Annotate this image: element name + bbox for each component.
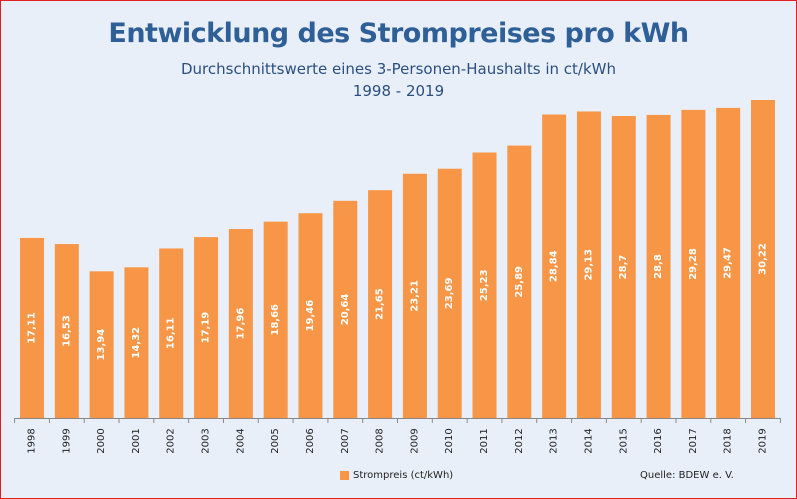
bar-2019 [751, 100, 775, 418]
x-tick-label: 2016 [653, 428, 664, 453]
bar-2012 [507, 145, 532, 419]
x-tick-label: 2000 [96, 428, 107, 453]
bar-1999 [54, 244, 79, 418]
x-tick-label: 2010 [444, 428, 455, 453]
bar-2001 [124, 267, 149, 418]
data-label: 28,8 [653, 254, 664, 279]
bar-2006 [298, 213, 323, 418]
x-tick-label: 1999 [61, 428, 72, 453]
data-label: 25,23 [479, 269, 490, 301]
bar-2016 [646, 114, 671, 419]
bar-2014 [576, 111, 601, 419]
data-label: 17,19 [201, 312, 212, 344]
data-label: 19,46 [305, 300, 316, 332]
legend: Strompreis (ct/kWh) [340, 470, 453, 481]
data-label: 29,13 [583, 249, 594, 281]
x-tick-label: 2018 [723, 428, 734, 453]
data-label: 17,96 [235, 308, 246, 340]
bar-2013 [542, 114, 567, 418]
source-note: Quelle: BDEW e. V. [640, 470, 734, 481]
x-tick-label: 2001 [131, 428, 142, 453]
data-label: 16,11 [166, 317, 177, 349]
x-tick-label: 2007 [340, 428, 351, 453]
x-tick-label: 1998 [27, 428, 38, 453]
bar-2007 [333, 200, 358, 418]
bar-2004 [228, 229, 253, 418]
x-tick-label: 2015 [618, 428, 629, 453]
data-label: 17,11 [27, 312, 38, 344]
chart-title: Entwicklung des Strompreises pro kWh [108, 18, 689, 49]
x-tick-label: 2004 [235, 428, 246, 453]
bar-2011 [472, 152, 497, 418]
bar-2018 [716, 107, 741, 419]
data-label: 21,65 [375, 288, 386, 320]
x-tick-label: 2008 [375, 428, 386, 453]
data-label: 23,69 [444, 278, 455, 310]
x-tick-label: 2014 [583, 428, 594, 453]
data-label: 25,89 [514, 266, 525, 298]
x-tick-label: 2005 [270, 428, 281, 453]
bar-2017 [681, 109, 706, 418]
chart-subtitle: Durchschnittswerte eines 3-Personen-Haus… [180, 60, 616, 78]
x-tick-label: 2011 [479, 428, 490, 453]
bar-2015 [611, 115, 636, 419]
x-tick-label: 2006 [305, 428, 316, 453]
legend-swatch [340, 471, 349, 480]
data-label: 18,66 [270, 304, 281, 336]
x-tick-label: 2003 [201, 428, 212, 453]
x-tick-label: 2009 [409, 428, 420, 453]
bar-2009 [402, 173, 427, 418]
x-tick-label: 2013 [549, 428, 560, 453]
chart-period: 1998 - 2019 [352, 82, 445, 100]
data-label: 14,32 [131, 327, 142, 359]
bar-1998 [20, 237, 44, 418]
x-tick-label: 2019 [758, 428, 769, 453]
data-label: 28,7 [618, 255, 629, 280]
data-label: 28,84 [549, 250, 560, 282]
data-label: 20,64 [340, 294, 351, 326]
bar-2008 [368, 190, 393, 418]
x-tick-label: 2012 [514, 428, 525, 453]
bar-2005 [263, 221, 288, 418]
legend-label: Strompreis (ct/kWh) [353, 470, 454, 481]
bar-2003 [194, 237, 219, 418]
data-label: 30,22 [758, 243, 769, 275]
data-label: 23,21 [409, 280, 420, 312]
data-label: 29,28 [688, 248, 699, 280]
data-label: 16,53 [61, 315, 72, 347]
x-tick-label: 2017 [688, 428, 699, 453]
data-label: 29,47 [723, 247, 734, 279]
data-label: 13,94 [96, 329, 107, 361]
x-tick-label: 2002 [166, 428, 177, 453]
bar-2002 [159, 248, 184, 418]
bar-2010 [437, 168, 462, 418]
bar-2000 [89, 271, 114, 418]
